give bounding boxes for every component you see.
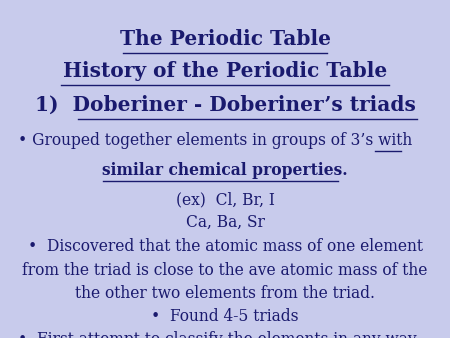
Text: • Grouped together elements in groups of 3’s with: • Grouped together elements in groups of… — [18, 132, 412, 149]
Text: •  Found 4-5 triads: • Found 4-5 triads — [151, 308, 299, 324]
Text: the other two elements from the triad.: the other two elements from the triad. — [75, 285, 375, 301]
Text: similar chemical properties.: similar chemical properties. — [102, 162, 348, 179]
Text: Ca, Ba, Sr: Ca, Ba, Sr — [185, 214, 265, 231]
Text: History of the Periodic Table: History of the Periodic Table — [63, 61, 387, 81]
Text: from the triad is close to the ave atomic mass of the: from the triad is close to the ave atomi… — [22, 262, 427, 279]
Text: •  First attempt to classify the elements in any way.: • First attempt to classify the elements… — [18, 331, 419, 338]
Text: 1)  Doberiner - Doberiner’s triads: 1) Doberiner - Doberiner’s triads — [35, 95, 415, 115]
Text: (ex)  Cl, Br, I: (ex) Cl, Br, I — [176, 191, 274, 208]
Text: •  Discovered that the atomic mass of one element: • Discovered that the atomic mass of one… — [27, 238, 423, 255]
Text: The Periodic Table: The Periodic Table — [120, 29, 330, 49]
